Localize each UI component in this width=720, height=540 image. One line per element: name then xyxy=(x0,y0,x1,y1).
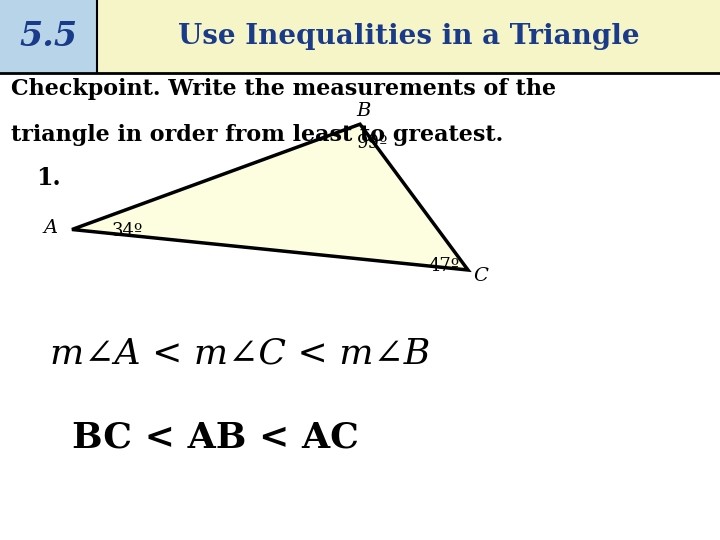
Text: BC < AB < AC: BC < AB < AC xyxy=(72,421,359,454)
Bar xyxy=(0,0,97,73)
Text: 47º: 47º xyxy=(428,256,459,275)
Text: A: A xyxy=(43,219,58,237)
Text: B: B xyxy=(356,102,371,120)
Text: C: C xyxy=(474,267,488,286)
Text: m∠A < m∠C < m∠B: m∠A < m∠C < m∠B xyxy=(50,337,431,370)
Polygon shape xyxy=(72,124,468,270)
Text: 1.: 1. xyxy=(36,166,60,190)
Text: Use Inequalities in a Triangle: Use Inequalities in a Triangle xyxy=(178,23,639,50)
Text: Checkpoint. Write the measurements of the: Checkpoint. Write the measurements of th… xyxy=(11,78,556,100)
Bar xyxy=(0,0,720,73)
Text: 5.5: 5.5 xyxy=(19,20,78,53)
Text: 99º: 99º xyxy=(356,134,388,152)
Text: 34º: 34º xyxy=(112,222,143,240)
Text: triangle in order from least to greatest.: triangle in order from least to greatest… xyxy=(11,124,503,146)
